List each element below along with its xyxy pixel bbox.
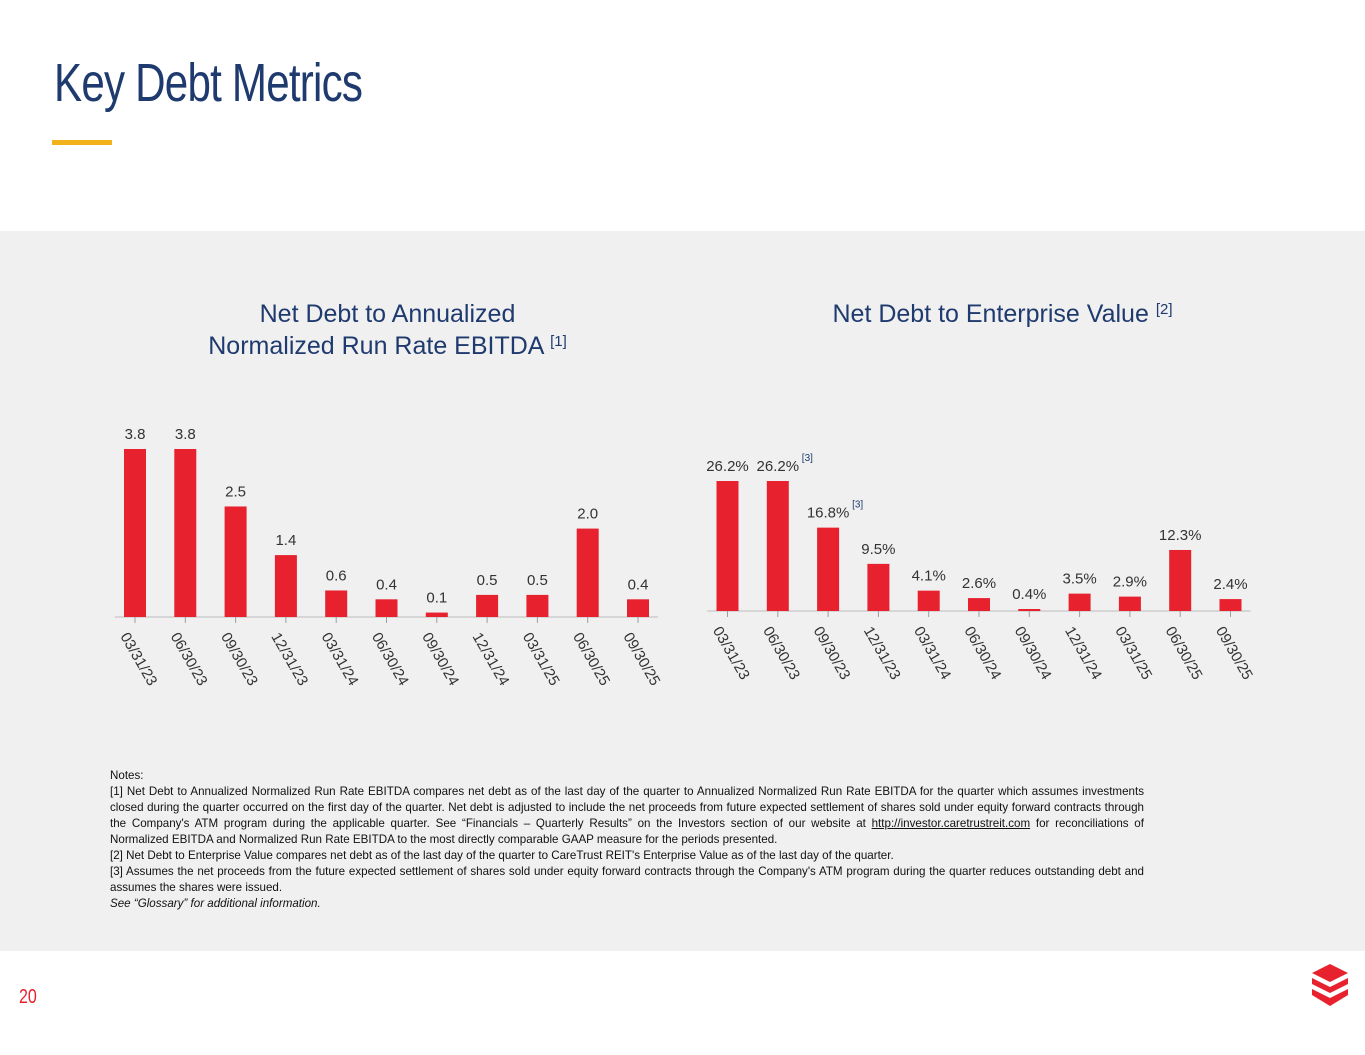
chart2-bar — [716, 481, 739, 611]
chart1-value-label: 0.5 — [477, 572, 498, 589]
chart2-bar — [867, 563, 890, 611]
chart2-value-label: 16.8% — [807, 505, 850, 522]
chart1-value-label: 3.8 — [175, 426, 196, 443]
chart2-bar — [817, 527, 840, 611]
chart2-bar — [1068, 593, 1091, 611]
chart1-title-line2-text: Normalized Run Rate EBITDA — [208, 332, 544, 360]
chart1-title-line2: Normalized Run Rate EBITDA [1] — [150, 330, 625, 362]
chart2-value-label: 26.2% — [757, 458, 800, 475]
note-1: [1] Net Debt to Annualized Normalized Ru… — [110, 784, 1144, 848]
chart2-category-label: 06/30/23 — [759, 624, 803, 683]
chart2-bar — [1018, 609, 1041, 611]
chart1-value-label: 2.0 — [577, 506, 598, 523]
chart2-value-label: 2.9% — [1113, 574, 1147, 591]
chart1-bar — [425, 612, 448, 617]
chart1-category-label: 09/30/25 — [620, 630, 664, 689]
chart1-title-footnote: [1] — [550, 333, 567, 350]
chart2-category-label: 12/31/24 — [1061, 624, 1105, 683]
glossary-note: See “Glossary” for additional informatio… — [110, 897, 321, 910]
chart1-bar — [274, 555, 297, 617]
chart2-bar — [968, 598, 990, 611]
chart1-category-label: 09/30/24 — [418, 630, 462, 689]
chart1-bar — [576, 528, 599, 617]
chart1-value-label: 0.1 — [426, 590, 447, 607]
chart2-category-label: 12/31/23 — [860, 624, 904, 683]
chart1-category-label: 03/31/24 — [318, 630, 362, 689]
chart2-category-label: 09/30/25 — [1212, 624, 1256, 683]
chart2-value-label: 2.6% — [962, 575, 996, 592]
chart2-category-label: 09/30/23 — [810, 624, 854, 683]
chart2-bar-footnote: [3] — [852, 500, 863, 511]
chart2-bar — [766, 481, 789, 611]
chart1-category-label: 09/30/23 — [217, 630, 261, 689]
note-3: [3] Assumes the net proceeds from the fu… — [110, 865, 1144, 894]
chart1-value-label: 0.4 — [628, 576, 649, 593]
chart1-bar — [526, 594, 549, 617]
chart1-value-label: 0.6 — [326, 567, 347, 584]
chart1-category-label: 06/30/25 — [569, 630, 613, 689]
chart2-category-label: 03/31/23 — [709, 624, 753, 683]
chart1-bar — [627, 599, 649, 617]
chart2-category-label: 03/31/24 — [910, 624, 954, 683]
chart2-bar — [917, 590, 940, 611]
chart1-category-label: 12/31/24 — [469, 630, 513, 689]
page-title: Key Debt Metrics — [54, 53, 363, 113]
chart1-title: Net Debt to Annualized Normalized Run Ra… — [150, 298, 625, 362]
note-1-text: [1] Net Debt to Annualized Normalized Ru… — [110, 785, 1144, 830]
chart1-category-label: 06/30/24 — [368, 630, 412, 689]
chart2-value-label: 4.1% — [912, 568, 946, 585]
chart1-bar — [174, 449, 197, 617]
chart1-category-label: 12/31/23 — [267, 630, 311, 689]
chart1-title-line1: Net Debt to Annualized — [259, 300, 516, 328]
chart2-category-label: 03/31/25 — [1111, 624, 1155, 683]
chart1-category-label: 03/31/25 — [519, 630, 563, 689]
chart2-value-label: 26.2% — [706, 458, 749, 475]
chart1-value-label: 1.4 — [275, 532, 296, 549]
note-2: [2] Net Debt to Enterprise Value compare… — [110, 849, 894, 862]
chart2-category-label: 06/30/24 — [961, 624, 1005, 683]
chart1-bar — [224, 506, 247, 617]
chart1-bar — [325, 590, 348, 617]
investor-website-link[interactable]: http://investor.caretrustreit.com — [871, 817, 1031, 830]
chart2-category-label: 06/30/25 — [1162, 624, 1206, 683]
chart2-bar — [1169, 549, 1192, 611]
chart2-title: Net Debt to Enterprise Value [2] — [790, 298, 1215, 330]
notes-heading: Notes: — [110, 769, 144, 782]
chart2-bar-footnote: [3] — [802, 453, 813, 464]
chart2-value-label: 2.4% — [1213, 576, 1247, 593]
page-number: 20 — [19, 986, 37, 1008]
chart2-value-label: 12.3% — [1159, 527, 1202, 544]
chart2-value-label: 3.5% — [1062, 571, 1096, 588]
note-1-text-end: for reconciliations of Normalized EBITDA… — [110, 817, 1144, 846]
chart2-value-label: 0.4% — [1012, 586, 1046, 603]
chart2-title-text: Net Debt to Enterprise Value — [832, 300, 1149, 328]
chart1-value-label: 0.4 — [376, 576, 397, 593]
chart1-category-label: 03/31/23 — [117, 630, 161, 689]
notes-section: Notes: [1] Net Debt to Annualized Normal… — [110, 768, 1144, 912]
chart1-bar — [476, 594, 499, 617]
chart2-category-label: 09/30/24 — [1011, 624, 1055, 683]
chart1-category-label: 06/30/23 — [167, 630, 211, 689]
chart1-value-label: 0.5 — [527, 572, 548, 589]
chart2-bar — [1118, 596, 1141, 611]
chart1-value-label: 2.5 — [225, 483, 246, 500]
title-underline — [52, 140, 112, 145]
caretrust-logo-icon — [1312, 964, 1348, 1006]
chart1-bar — [124, 449, 146, 617]
chart2-title-footnote: [2] — [1155, 301, 1173, 318]
chart2-bar — [1219, 599, 1242, 611]
chart1-value-label: 3.8 — [125, 426, 146, 443]
chart1-bar — [375, 599, 398, 617]
chart2-value-label: 9.5% — [861, 541, 895, 558]
